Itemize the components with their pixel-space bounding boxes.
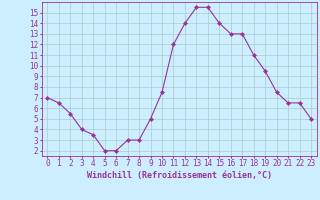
X-axis label: Windchill (Refroidissement éolien,°C): Windchill (Refroidissement éolien,°C) (87, 171, 272, 180)
